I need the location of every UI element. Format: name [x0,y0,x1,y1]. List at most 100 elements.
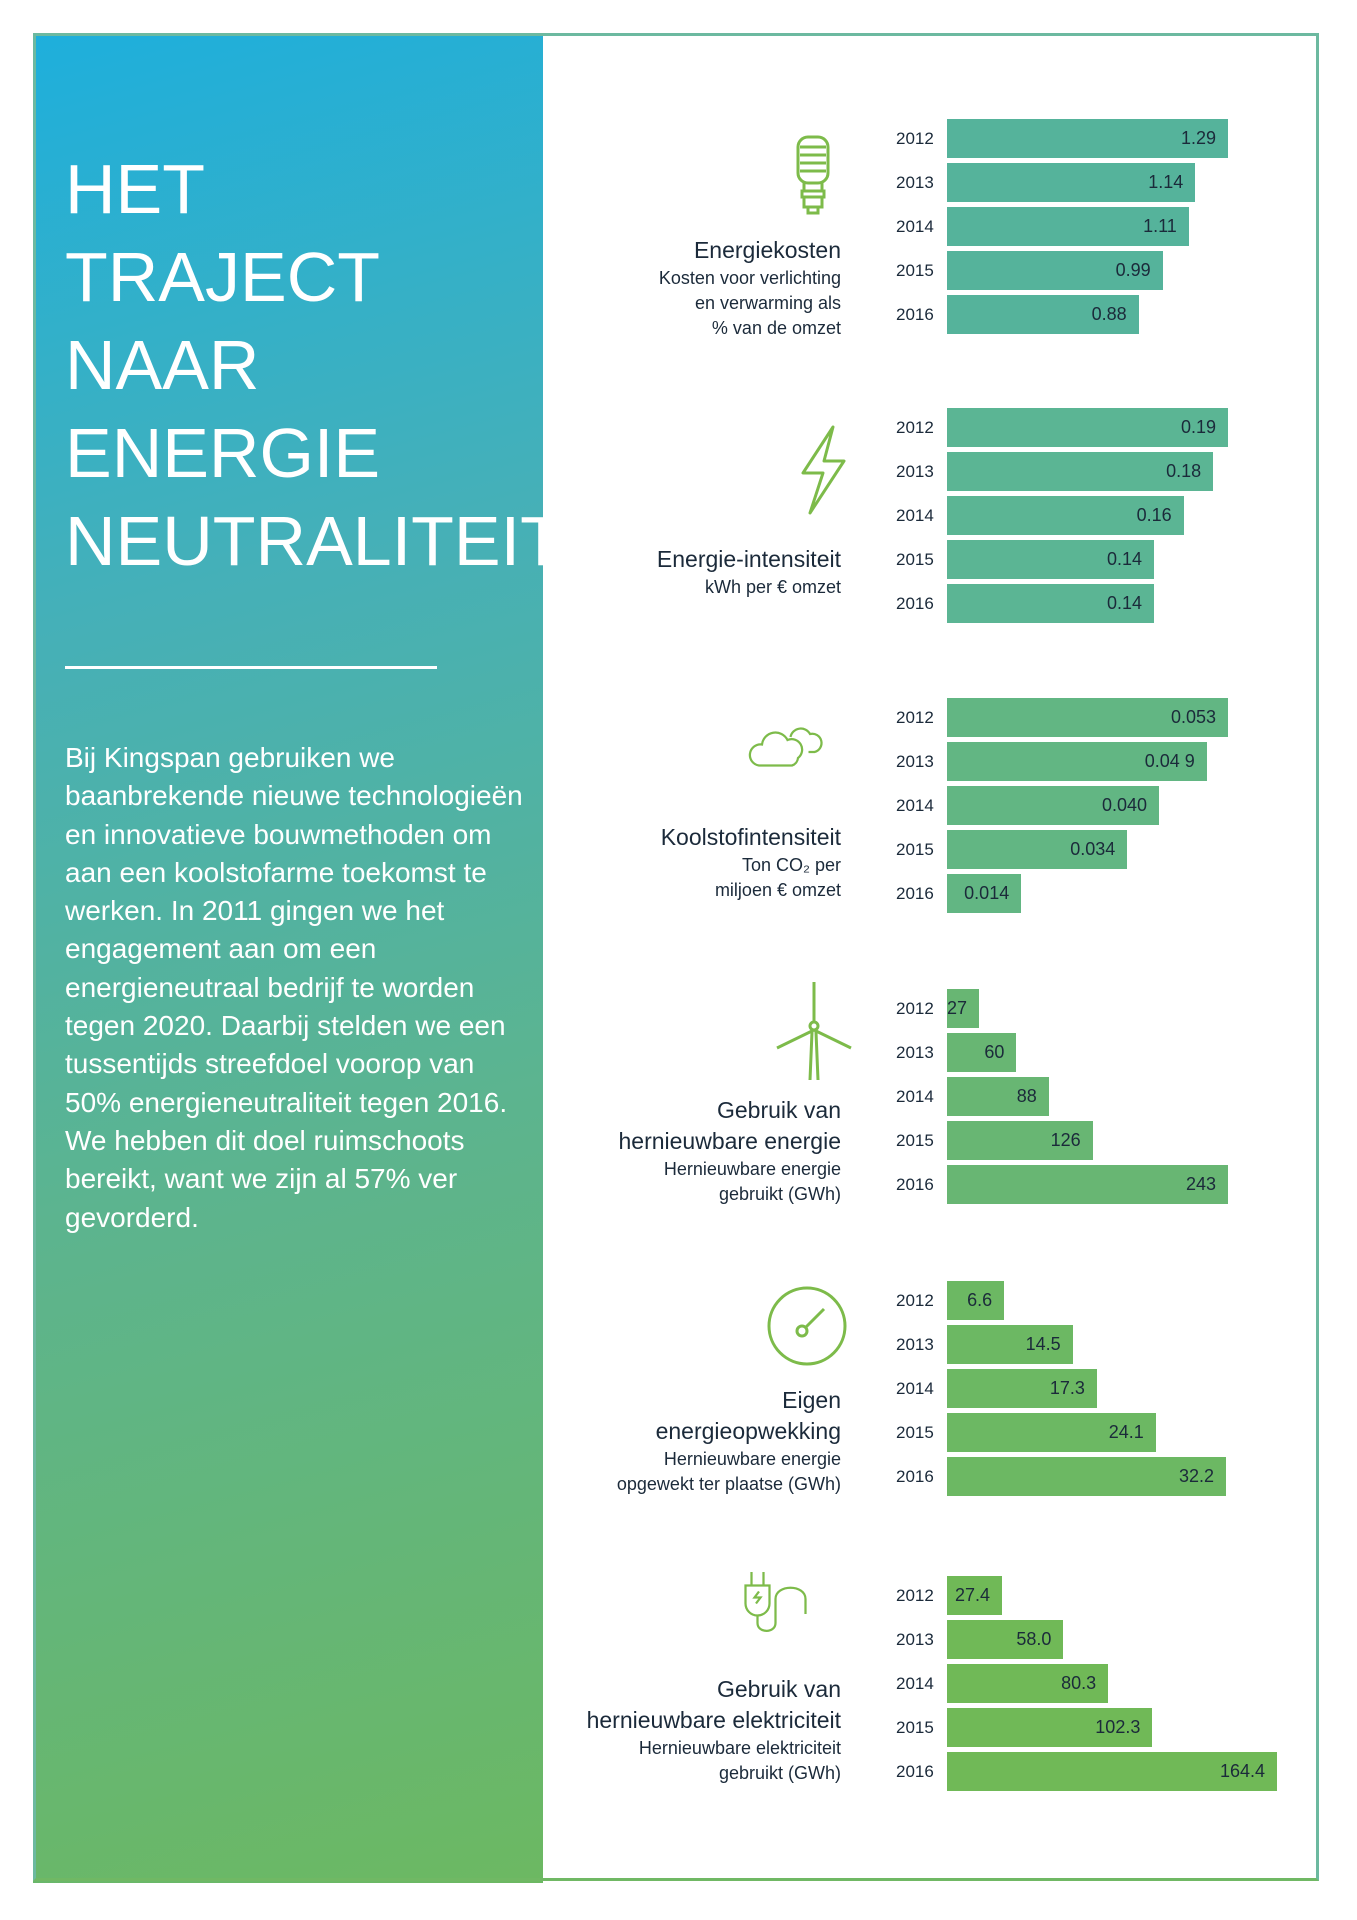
year-label: 2016 [896,1467,934,1486]
bar: 126 [947,1121,1093,1160]
gauge-icon [762,1281,852,1371]
title-line: NEUTRALITEIT [65,502,563,580]
year-label: 2013 [896,1335,934,1354]
intro-panel: HET TRAJECT NAAR ENERGIE NEUTRALITEIT Bi… [33,33,563,1883]
title-line: TRAJECT [65,238,380,316]
year-label: 2013 [896,1043,934,1062]
chart-subtitle: Hernieuwbare energie [663,1449,841,1469]
year-label: 2016 [896,305,934,324]
chart-subtitle: % van de omzet [711,318,841,338]
bar: 0.16 [947,496,1184,535]
plug-icon [735,1569,825,1659]
year-label: 2013 [896,1630,934,1649]
chart-label: Eigen energieopwekking Hernieuwbare energi… [617,1385,841,1497]
chart-subtitle: kWh per € omzet [704,577,841,597]
bar: 164.4 [947,1752,1277,1791]
bar: 24.1 [947,1413,1156,1452]
chart-4: Gebruik van hernieuwbare energie Hernieuwb… [560,982,1320,1219]
bar: 0.040 [947,786,1160,825]
chart-label: Gebruik van hernieuwbare energie Hernieuwb… [619,1095,842,1207]
year-label: 2012 [896,1586,934,1605]
chart-label: Energie-intensiteit kWh per € omzet [657,544,841,600]
chart-3: Koolstofintensiteit Ton CO₂ per miljoen € … [560,698,1320,928]
page-title: HET TRAJECT NAAR ENERGIE NEUTRALITEIT [65,145,563,585]
year-label: 2016 [896,1175,934,1194]
year-label: 2013 [896,462,934,481]
lightning-icon [778,425,868,515]
bar: 0.99 [947,251,1163,290]
page-frame [33,33,1319,1881]
chart-2: Energie-intensiteit kWh per € omzet 2012 0.… [560,408,1320,638]
bar: 0.034 [947,830,1128,869]
bar: 32.2 [947,1457,1226,1496]
bar: 0.18 [947,452,1214,491]
title-line: HET [65,150,205,228]
year-label: 2015 [896,840,934,859]
chart-subtitle: gebruikt (GWh) [718,1763,841,1783]
year-label: 2012 [896,1291,934,1310]
year-label: 2016 [896,594,934,613]
year-label: 2015 [896,1718,934,1737]
year-label: 2014 [896,217,934,236]
cloud-icon [744,713,834,803]
chart-6: Gebruik van hernieuwbare elektriciteit Her… [560,1572,1320,1806]
year-label: 2014 [896,1379,934,1398]
year-label: 2016 [896,884,934,903]
chart-title: Koolstofintensiteit [660,824,841,850]
bar: 0.014 [947,874,1022,913]
bar: 0.14 [947,540,1155,579]
chart-title: hernieuwbare energie [618,1128,842,1154]
year-label: 2014 [896,1674,934,1693]
chart-subtitle: Kosten voor verlichting [658,268,841,288]
bar: 1.29 [947,119,1228,158]
wind-turbine-icon [769,982,859,1081]
chart-title: Gebruik van [716,1676,841,1702]
chart-subtitle: miljoen € omzet [714,880,841,900]
bar: 0.14 [947,584,1155,623]
year-label: 2015 [896,1423,934,1442]
chart-label: Gebruik van hernieuwbare elektriciteit Her… [587,1674,841,1786]
bar: 14.5 [947,1325,1073,1364]
chart-title: Energiekosten [693,237,841,263]
chart-subtitle: Hernieuwbare energie [663,1159,841,1179]
year-label: 2013 [896,173,934,192]
title-line: ENERGIE [65,414,381,492]
chart-label: Energiekosten Kosten voor verlichting en v… [659,235,841,341]
bar: 0.88 [947,295,1139,334]
year-label: 2012 [896,708,934,727]
chart-subtitle: en verwarming als [694,293,841,313]
bar: 1.14 [947,163,1196,202]
chart-subtitle: gebruikt (GWh) [718,1184,841,1204]
chart-title: energieopwekking [655,1418,841,1444]
year-label: 2015 [896,261,934,280]
bar: 27 [947,989,979,1028]
chart-subtitle: Hernieuwbare elektriciteit [638,1738,841,1758]
year-label: 2012 [896,418,934,437]
year-label: 2012 [896,129,934,148]
bar: 0.19 [947,408,1228,447]
lightbulb-icon [768,133,858,223]
bar: 0.053 [947,698,1228,737]
year-label: 2012 [896,999,934,1018]
chart-title: Eigen [782,1387,841,1413]
chart-label: Koolstofintensiteit Ton CO₂ per miljoen € … [661,822,841,903]
year-label: 2015 [896,550,934,569]
chart-subtitle: Ton CO₂ per [741,855,841,875]
chart-title: hernieuwbare elektriciteit [586,1707,841,1733]
bar: 80.3 [947,1664,1109,1703]
chart-title: Energie-intensiteit [656,546,841,572]
year-label: 2013 [896,752,934,771]
bar: 102.3 [947,1708,1153,1747]
bar: 6.6 [947,1281,1005,1320]
year-label: 2014 [896,506,934,525]
bar: 58.0 [947,1620,1064,1659]
chart-title: Gebruik van [716,1097,841,1123]
bar: 88 [947,1077,1049,1116]
year-label: 2014 [896,796,934,815]
title-line: NAAR [65,326,260,404]
chart-1: Energiekosten Kosten voor verlichting en v… [560,119,1320,349]
bar: 17.3 [947,1369,1097,1408]
bar: 27.4 [947,1576,1002,1615]
chart-5: Eigen energieopwekking Hernieuwbare energi… [560,1281,1320,1511]
year-label: 2015 [896,1131,934,1150]
